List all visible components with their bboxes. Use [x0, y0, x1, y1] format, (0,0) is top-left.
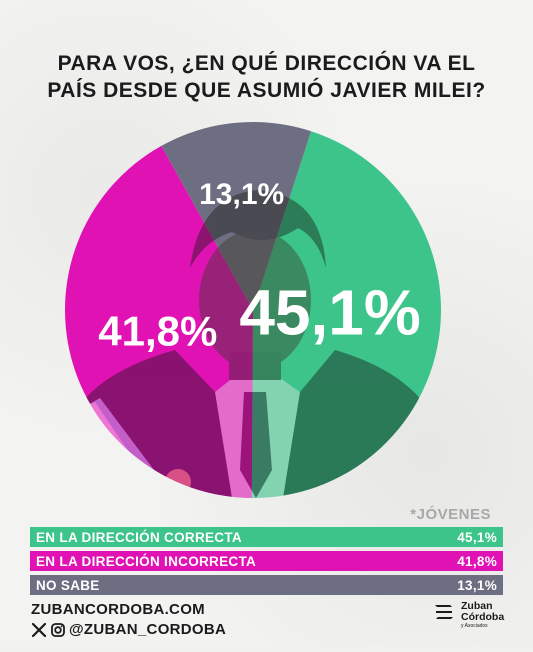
social-handle: @ZUBAN_CORDOBA [69, 621, 227, 638]
legend-row-incorrecta: EN LA DIRECCIÓN INCORRECTA 41,8% [30, 551, 503, 571]
legend-label: NO SABE [36, 577, 100, 593]
social-handle-row[interactable]: @ZUBAN_CORDOBA [31, 621, 226, 638]
chart-title-line-1: PARA VOS, ¿EN QUÉ DIRECCIÓN VA EL [57, 52, 476, 75]
pie-slice-labels: 45,1% 41,8% 13,1% [98, 178, 421, 355]
brand-line-3: y Asociados [461, 622, 488, 629]
brand-line-1: Zuban [461, 599, 493, 612]
legend-row-no-sabe: NO SABE 13,1% [30, 575, 503, 595]
pie-slice [161, 122, 312, 310]
legend-value: 45,1% [457, 529, 497, 545]
pie-slice-label: 41,8% [98, 308, 217, 355]
legend-value: 13,1% [457, 577, 497, 593]
zuban-cordoba-logo-icon [432, 600, 456, 629]
brand-logo: Zuban Córdoba y Asociados [432, 600, 504, 629]
legend-label: EN LA DIRECCIÓN CORRECTA [36, 529, 242, 545]
pie-slice [65, 145, 253, 498]
pie-slice-label: 45,1% [239, 276, 420, 348]
legend-row-correcta: EN LA DIRECCIÓN CORRECTA 45,1% [30, 527, 503, 547]
legend-value: 41,8% [457, 553, 497, 569]
pie-slice [251, 131, 441, 499]
subset-note: *JÓVENES [410, 506, 491, 523]
x-icon[interactable] [31, 622, 46, 637]
pie-slice-label: 13,1% [199, 178, 284, 211]
legend-table: EN LA DIRECCIÓN CORRECTA 45,1% EN LA DIR… [30, 527, 503, 599]
pie-slices [65, 122, 441, 499]
chart-title-line-2: PAÍS DESDE QUE ASUMIÓ JAVIER MILEI? [47, 79, 486, 102]
instagram-icon[interactable] [50, 622, 65, 637]
brand-line-2: Córdoba [461, 610, 505, 623]
website-link[interactable]: ZUBANCORDOBA.COM [31, 601, 205, 618]
legend-label: EN LA DIRECCIÓN INCORRECTA [36, 553, 257, 569]
chart-title: PARA VOS, ¿EN QUÉ DIRECCIÓN VA EL PAÍS D… [0, 50, 533, 104]
brand-name: Zuban Córdoba y Asociados [461, 599, 505, 629]
